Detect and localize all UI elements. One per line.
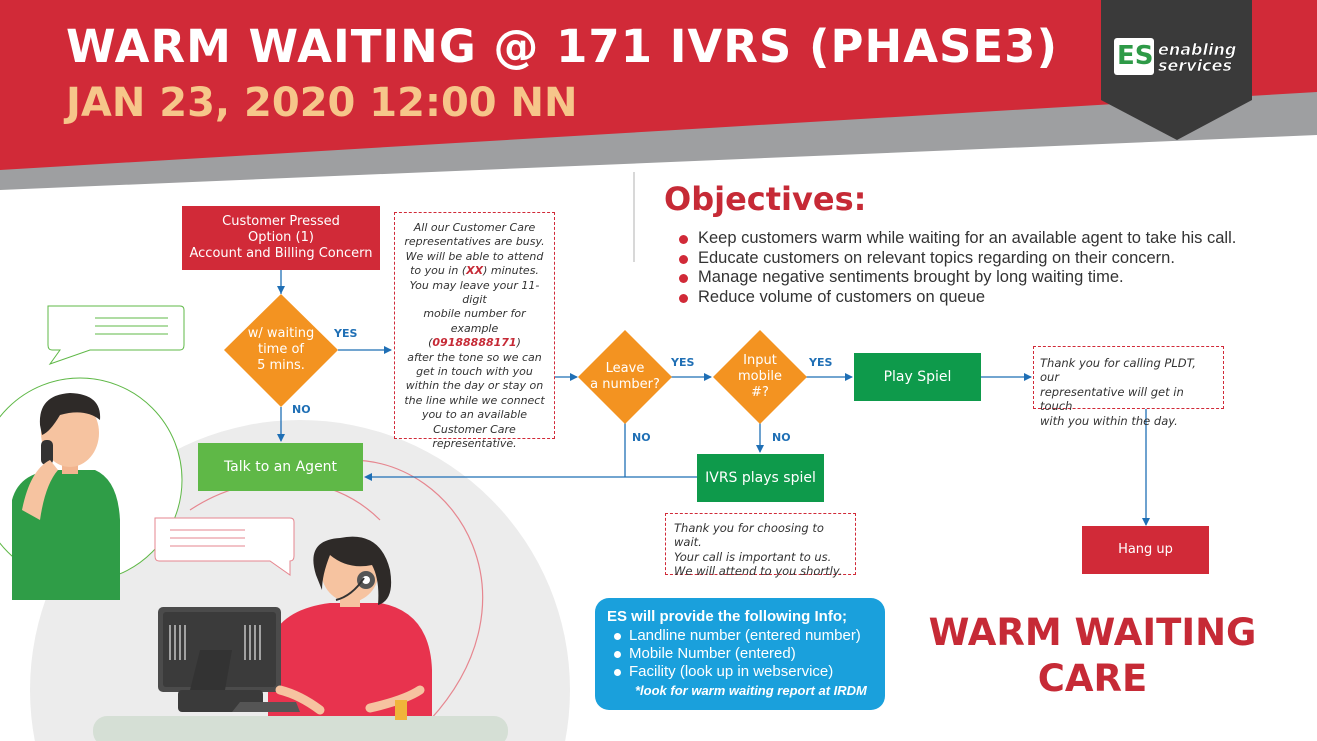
arrowheads bbox=[277, 286, 1150, 526]
page-subtitle: JAN 23, 2020 12:00 NN bbox=[66, 80, 578, 126]
message-line: We will be able to attend bbox=[405, 249, 544, 263]
message-line: representatives are busy. bbox=[404, 235, 545, 249]
message-line: Thank you for calling PLDT, our bbox=[1040, 356, 1196, 385]
message-line: We will attend to you shortly. bbox=[674, 564, 843, 579]
message-line: mobile number for example bbox=[423, 307, 526, 335]
message-line: after the tone so we can bbox=[407, 350, 542, 364]
message-line: the line while we connect bbox=[404, 393, 545, 407]
message-text: to you in ( bbox=[410, 264, 467, 278]
info-note: *look for warm waiting report at IRDM bbox=[635, 683, 867, 698]
leave-decision-label: Leave a number? bbox=[585, 355, 665, 399]
logo-letters: ES bbox=[1117, 41, 1154, 71]
decision-line: Leave bbox=[605, 361, 645, 376]
busy-message-box: All our Customer Care representatives ar… bbox=[394, 212, 555, 450]
page-title: WARM WAITING @ 171 IVRS (PHASE3) bbox=[66, 20, 1059, 73]
divider bbox=[633, 172, 635, 262]
play-spiel-box: Play Spiel bbox=[854, 353, 981, 401]
start-box-line: Customer Pressed bbox=[222, 214, 340, 229]
message-text: ( bbox=[428, 336, 433, 350]
speech-bubble-icon bbox=[47, 305, 185, 365]
message-line: All our Customer Care bbox=[413, 221, 536, 234]
message-line: to you in (XX) minutes. bbox=[398, 264, 551, 278]
agent-illustration bbox=[93, 536, 508, 741]
objectives-list: Keep customers warm while waiting for an… bbox=[676, 229, 1236, 307]
start-box: Customer Pressed Option (1) Account and … bbox=[182, 206, 380, 270]
message-line: with you within the day. bbox=[1040, 413, 1178, 428]
message-line: Your call is important to us. bbox=[674, 549, 832, 564]
message-line: representative. bbox=[432, 437, 517, 451]
footer-title-line: CARE bbox=[1037, 657, 1148, 700]
input-decision-label: Input mobile #? bbox=[725, 353, 795, 401]
decision-diamond bbox=[224, 294, 338, 407]
company-logo: ES enabling services bbox=[1114, 38, 1244, 78]
objective-item: Manage negative sentiments brought by lo… bbox=[676, 268, 1236, 288]
info-heading: ES will provide the following Info; bbox=[607, 608, 847, 625]
decision-diamond bbox=[578, 330, 672, 424]
no-label: NO bbox=[632, 431, 651, 444]
no-label: NO bbox=[772, 431, 791, 444]
thanks-message-box: Thank you for calling PLDT, our represen… bbox=[1033, 346, 1224, 428]
message-line: within the day or stay on bbox=[405, 379, 544, 393]
footer-title: WARM WAITING CARE bbox=[920, 610, 1265, 702]
decision-diamond bbox=[713, 330, 807, 424]
logo-mark: ES bbox=[1114, 38, 1154, 75]
message-text: ) bbox=[516, 336, 521, 350]
flow-connectors bbox=[280, 270, 1147, 525]
info-item: Facility (look up in webservice) bbox=[607, 663, 873, 681]
wait-decision-label: w/ waiting time of 5 mins. bbox=[236, 325, 326, 375]
decision-line: time of bbox=[257, 342, 305, 357]
example-number: 09188888171 bbox=[432, 336, 517, 350]
message-line: representative will get in touch bbox=[1040, 384, 1184, 414]
footer-title-line: WARM WAITING bbox=[928, 611, 1257, 654]
message-line: (09188888171) bbox=[398, 336, 551, 350]
objective-item: Educate customers on relevant topics reg… bbox=[676, 249, 1236, 269]
hang-up-box: Hang up bbox=[1082, 526, 1209, 574]
start-box-line: Option (1) bbox=[248, 230, 314, 245]
logo-word-2: services bbox=[1158, 56, 1233, 75]
decision-line: #? bbox=[751, 385, 769, 400]
decision-line: w/ waiting bbox=[247, 326, 315, 341]
message-line: Thank you for choosing to wait. bbox=[674, 521, 824, 550]
logo-word-1: enabling bbox=[1158, 40, 1237, 59]
minutes-placeholder: XX bbox=[466, 264, 484, 278]
info-item: Landline number (entered number) bbox=[607, 627, 873, 645]
info-list: Landline number (entered number) Mobile … bbox=[607, 627, 873, 681]
yes-label: YES bbox=[334, 327, 358, 340]
message-text: ) minutes. bbox=[483, 264, 539, 278]
objective-item: Reduce volume of customers on queue bbox=[676, 288, 1236, 308]
message-line: You may leave your 11-digit bbox=[409, 278, 540, 307]
speech-bubble-icon bbox=[154, 517, 295, 576]
decision-line: Input bbox=[743, 353, 777, 368]
ivrs-spiel-box: IVRS plays spiel bbox=[697, 454, 824, 502]
message-line: get in touch with you bbox=[416, 365, 533, 379]
info-item: Mobile Number (entered) bbox=[607, 645, 873, 663]
no-label: NO bbox=[292, 403, 311, 416]
objective-item: Keep customers warm while waiting for an… bbox=[676, 229, 1236, 249]
header-red-band bbox=[0, 0, 1317, 170]
logo-tag bbox=[1101, 0, 1252, 140]
start-box-line: Account and Billing Concern bbox=[189, 246, 373, 261]
decision-line: mobile bbox=[737, 369, 783, 384]
objectives-title: Objectives: bbox=[664, 180, 867, 218]
info-box: ES will provide the following Info; Land… bbox=[595, 598, 885, 710]
message-line: Customer Care bbox=[433, 422, 516, 436]
message-line: you to an available bbox=[421, 408, 528, 422]
decorative-arc bbox=[349, 459, 484, 721]
yes-label: YES bbox=[809, 356, 833, 369]
talk-agent-box: Talk to an Agent bbox=[198, 443, 363, 491]
customer-illustration bbox=[12, 393, 120, 600]
yes-label: YES bbox=[671, 356, 695, 369]
decision-line: a number? bbox=[590, 377, 660, 392]
decision-line: 5 mins. bbox=[257, 358, 305, 373]
wait-message-box: Thank you for choosing to wait. Your cal… bbox=[665, 513, 856, 579]
